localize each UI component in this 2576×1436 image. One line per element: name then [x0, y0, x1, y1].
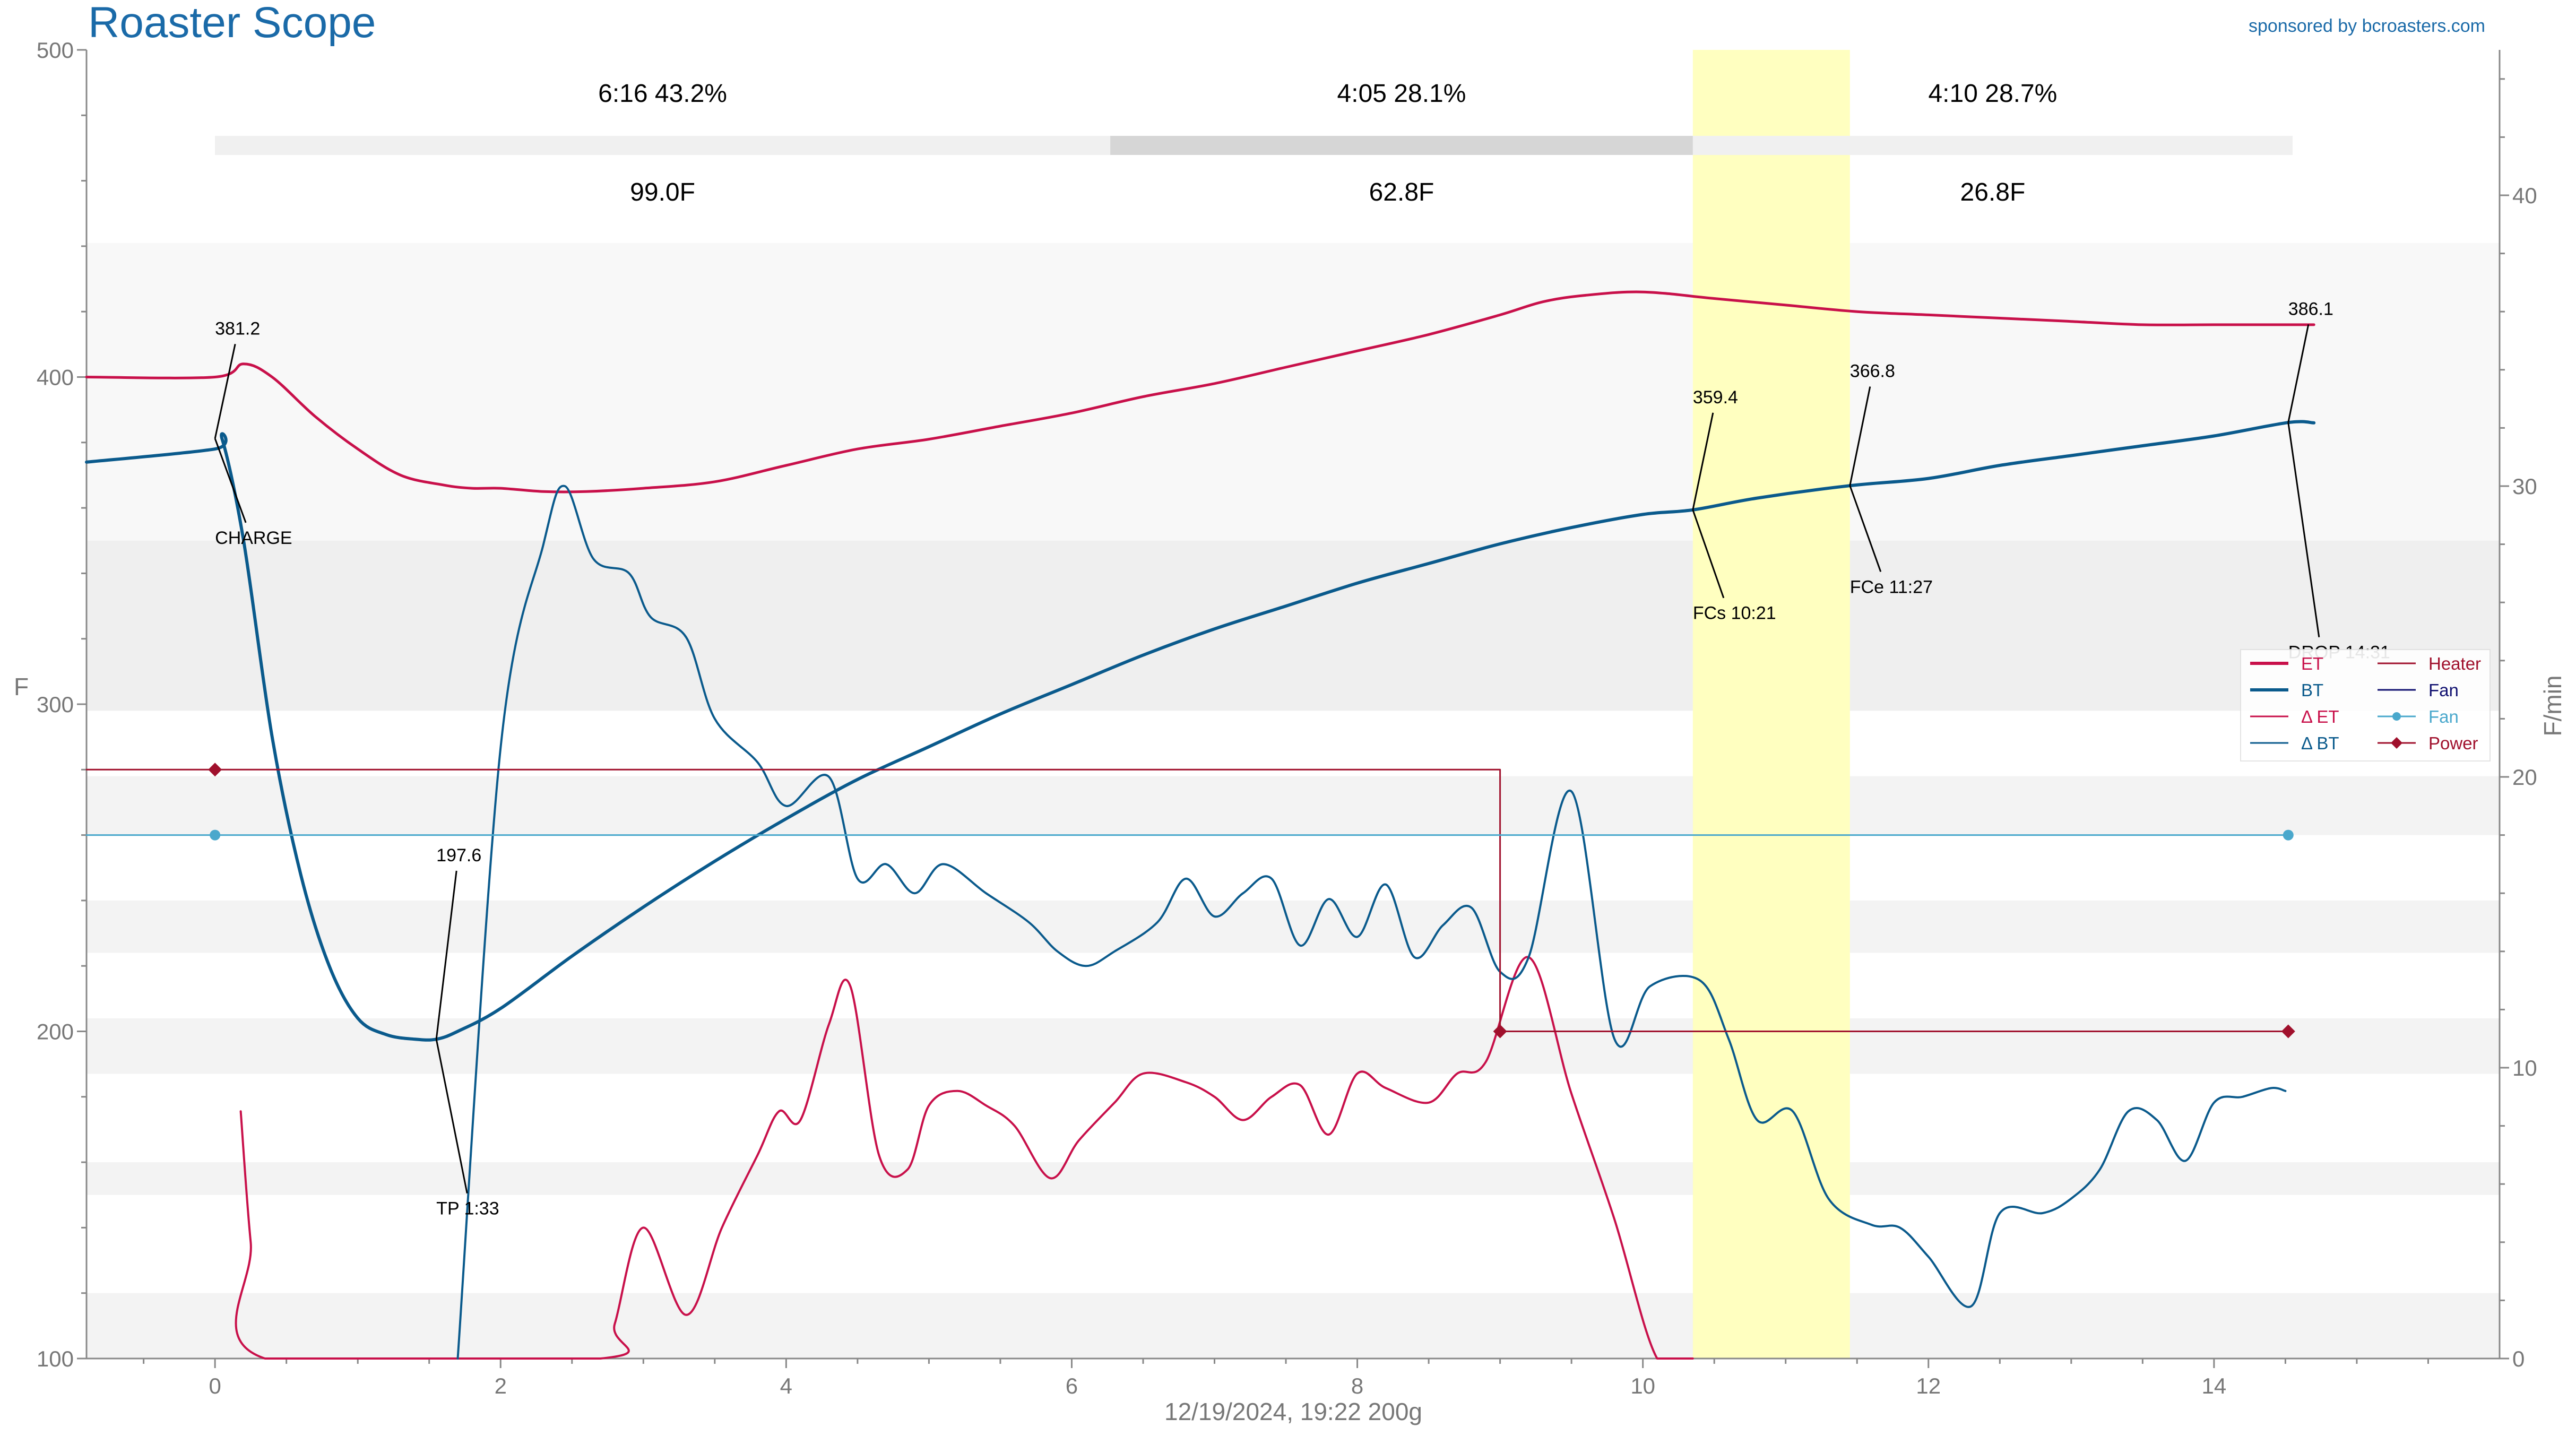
- legend-dot: [2392, 712, 2401, 721]
- phase-bar-segment: [1110, 136, 1693, 155]
- background-bands: [87, 50, 2500, 1359]
- annotation-label: 366.8: [1850, 361, 1895, 382]
- x-tick-label: 2: [495, 1373, 507, 1398]
- annotation-label: FCe 11:27: [1850, 577, 1933, 597]
- temperature-band: [87, 243, 2500, 541]
- right-tick-label: 40: [2512, 183, 2537, 208]
- x-tick-label: 4: [780, 1373, 792, 1398]
- power-marker: [2281, 1024, 2295, 1039]
- phase-panel: 6:16 43.2% 99.0F 4:05 28.1% 62.8F 4:10 28.7%…: [215, 80, 2293, 206]
- fan-marker: [2283, 829, 2294, 841]
- fan-marker: [210, 829, 221, 841]
- annotation-label: 197.6: [436, 845, 481, 866]
- x-tick-label: 8: [1351, 1373, 1363, 1398]
- annotation-leader: [1692, 412, 1714, 511]
- annotation-label: 359.4: [1693, 387, 1738, 408]
- right-axis-label: F/min: [2539, 676, 2566, 737]
- sponsor-text: sponsored by bcroasters.com: [2249, 16, 2485, 36]
- annotation-leader: [214, 438, 247, 523]
- legend-label: Heater: [2428, 654, 2481, 673]
- left-tick-label: 400: [37, 365, 74, 390]
- legend-label: BT: [2301, 680, 2323, 700]
- legend-label: Power: [2428, 733, 2478, 753]
- chart-title: Roaster Scope: [88, 0, 376, 47]
- series-line-bt: [85, 420, 2316, 1042]
- phase-time-label: 6:16 43.2%: [598, 80, 727, 108]
- right-tick-label: 10: [2512, 1056, 2537, 1080]
- left-axis-label: F: [14, 673, 29, 700]
- power-marker: [1493, 1024, 1507, 1039]
- annotation-leader: [435, 1039, 468, 1194]
- x-tick-label: 6: [1066, 1373, 1078, 1398]
- annotation-label: 386.1: [2288, 299, 2333, 319]
- left-tick-label: 500: [37, 38, 74, 63]
- temperature-band: [87, 540, 2500, 711]
- annotation-leader: [1692, 509, 1725, 599]
- phase-temp-delta: 99.0F: [630, 178, 695, 206]
- legend: ET BT Δ ET Δ BT Heater Fan Fan Power: [2240, 649, 2491, 762]
- markers-layer: [208, 763, 2295, 1039]
- series-line-et: [85, 290, 2315, 494]
- roast-info-footer: 12/19/2024, 19:22 200g: [1164, 1398, 1422, 1425]
- series-line-delta-bt: [456, 485, 2287, 1360]
- left-tick-label: 100: [37, 1346, 74, 1371]
- legend-label: Fan: [2428, 680, 2459, 700]
- annotation-leader: [214, 344, 236, 439]
- annotation-label: 381.2: [215, 318, 260, 339]
- annotation-leader: [435, 870, 457, 1040]
- power-marker: [208, 763, 222, 777]
- legend-label: ET: [2301, 654, 2323, 673]
- x-tick-label: 0: [209, 1373, 221, 1398]
- series-line-power: [85, 768, 2289, 1032]
- temperature-band: [87, 776, 2500, 835]
- x-tick-label: 12: [1916, 1373, 1941, 1398]
- phase-temp-delta: 62.8F: [1369, 178, 1434, 206]
- phase-time-label: 4:10 28.7%: [1928, 80, 2057, 108]
- right-tick-label: 20: [2512, 765, 2537, 790]
- annotation-label: CHARGE: [215, 528, 292, 548]
- right-tick-label: 30: [2512, 474, 2537, 499]
- temperature-band: [87, 1293, 2500, 1359]
- annotation-leader: [2287, 324, 2310, 423]
- legend-label: Fan: [2428, 707, 2459, 726]
- annotation-label: FCs 10:21: [1693, 603, 1776, 624]
- right-tick-label: 0: [2512, 1346, 2525, 1371]
- legend-label: Δ BT: [2301, 733, 2339, 753]
- left-tick-label: 300: [37, 692, 74, 717]
- left-tick-label: 200: [37, 1019, 74, 1044]
- annotation-leader: [1849, 485, 1882, 572]
- annotation-leader: [1849, 386, 1871, 486]
- annotation-label: TP 1:33: [436, 1199, 499, 1219]
- temperature-band: [87, 1162, 2500, 1195]
- phase-bar-segment: [1692, 136, 2293, 155]
- temperature-band: [87, 900, 2500, 953]
- series-line-delta-et: [235, 956, 1694, 1360]
- legend-label: Δ ET: [2301, 707, 2339, 726]
- first-crack-band: [1692, 50, 1850, 1359]
- annotation-leader: [2287, 422, 2320, 637]
- x-tick-label: 14: [2202, 1373, 2227, 1398]
- phase-time-label: 4:05 28.1%: [1337, 80, 1466, 108]
- phase-bar-segment: [215, 136, 1111, 155]
- legend-diamond: [2391, 737, 2402, 749]
- temperature-band: [87, 1018, 2500, 1074]
- phase-temp-delta: 26.8F: [1960, 178, 2026, 206]
- x-tick-label: 10: [1630, 1373, 1655, 1398]
